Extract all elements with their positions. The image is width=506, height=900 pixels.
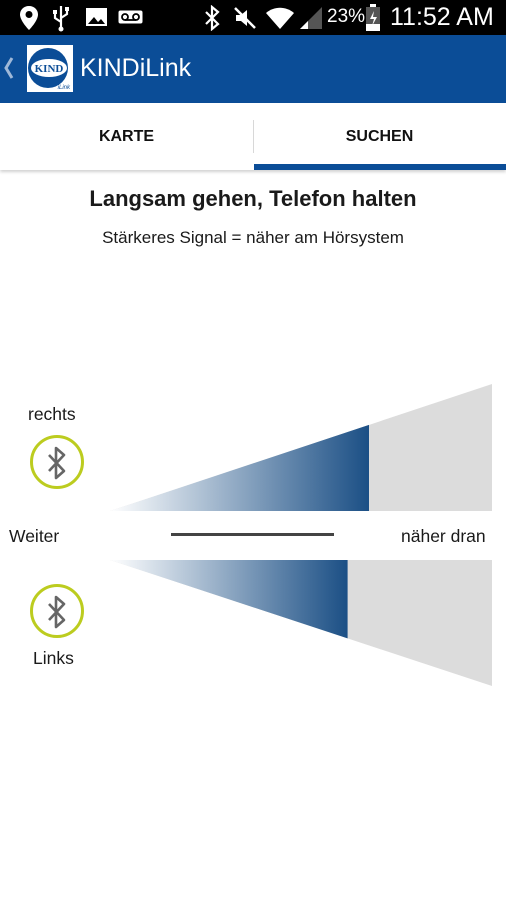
tab-suchen[interactable]: SUCHEN xyxy=(345,128,414,145)
label-rechts: rechts xyxy=(28,404,76,424)
bluetooth-right xyxy=(30,435,84,489)
tab-karte[interactable]: KARTE xyxy=(98,128,155,145)
app-bar: KIND iLink KINDiLink xyxy=(0,35,506,103)
label-naeher-dran: näher dran xyxy=(401,526,486,546)
signal-fill-right xyxy=(110,424,369,511)
clock: 11:52 AM xyxy=(390,3,494,31)
distance-divider xyxy=(171,533,334,536)
battery-percent: 23% xyxy=(327,6,366,27)
battery-icon xyxy=(366,4,380,31)
bluetooth-icon xyxy=(205,5,220,31)
signal-strength-meter xyxy=(110,384,492,686)
tab-divider xyxy=(253,120,254,153)
bluetooth-icon xyxy=(48,595,66,629)
wifi-icon xyxy=(266,7,294,29)
app-title: KINDiLink xyxy=(80,54,192,82)
image-icon xyxy=(86,8,107,26)
voicemail-icon xyxy=(118,10,143,24)
svg-text:iLink: iLink xyxy=(58,85,71,91)
signal-fill-left xyxy=(110,560,348,639)
app-logo[interactable]: KIND iLink xyxy=(27,45,73,92)
tab-selected-indicator xyxy=(254,164,506,170)
svg-text:KIND: KIND xyxy=(35,63,64,75)
page-subtitle: Stärkeres Signal = näher am Hörsystem xyxy=(102,228,404,247)
status-bar: 23% 11:52 AM xyxy=(0,0,506,35)
chevron-left-icon[interactable] xyxy=(3,55,15,81)
page-title: Langsam gehen, Telefon halten xyxy=(89,186,417,211)
mute-icon xyxy=(234,7,256,29)
usb-icon xyxy=(53,6,69,32)
location-icon xyxy=(20,6,38,30)
tab-bar: KARTE SUCHEN xyxy=(0,103,506,170)
label-links: Links xyxy=(33,648,74,668)
bluetooth-left xyxy=(30,584,84,638)
signal-icon xyxy=(300,7,322,29)
label-weiter: Weiter xyxy=(9,526,60,546)
bluetooth-icon xyxy=(48,446,66,480)
